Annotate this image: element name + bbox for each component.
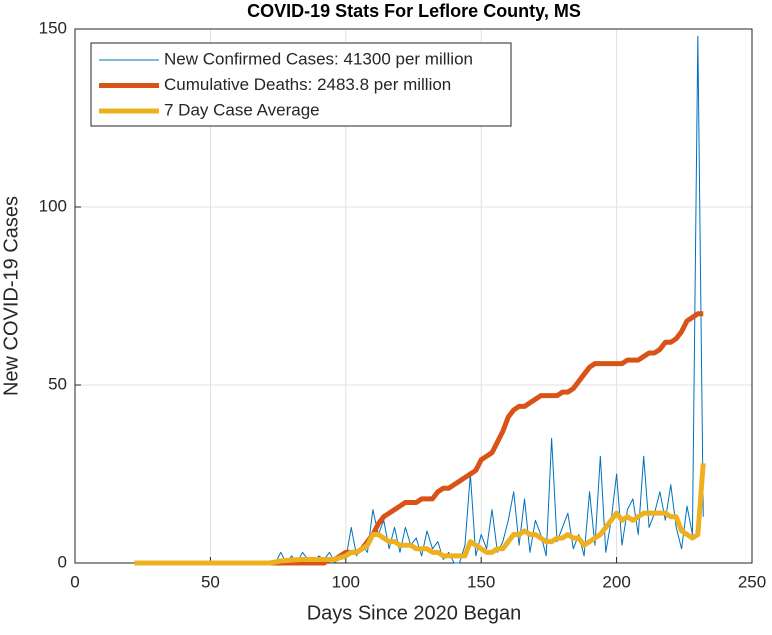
y-tick-label: 0 [58,552,67,571]
x-tick-label: 50 [201,572,220,591]
x-tick-label: 250 [738,572,766,591]
legend-box [90,42,512,127]
x-tick-label: 0 [70,572,79,591]
x-tick-label: 200 [602,572,630,591]
plot-frame [74,28,753,564]
x-axis-label: Days Since 2020 Began [307,602,522,624]
legend-label: New Confirmed Cases: 41300 per million [164,49,473,68]
legend-label: 7 Day Case Average [164,100,320,119]
legend-label: Cumulative Deaths: 2483.8 per million [164,75,451,94]
series-line [134,463,706,566]
y-axis-label: New COVID-19 Cases [0,196,22,396]
x-tick-label: 100 [332,572,360,591]
y-tick-label: 50 [48,374,67,393]
y-tick-label: 150 [39,18,67,37]
y-tick-label: 100 [39,196,67,215]
chart-title: COVID-19 Stats For Leflore County, MS [247,1,581,21]
x-tick-label: 150 [467,572,495,591]
